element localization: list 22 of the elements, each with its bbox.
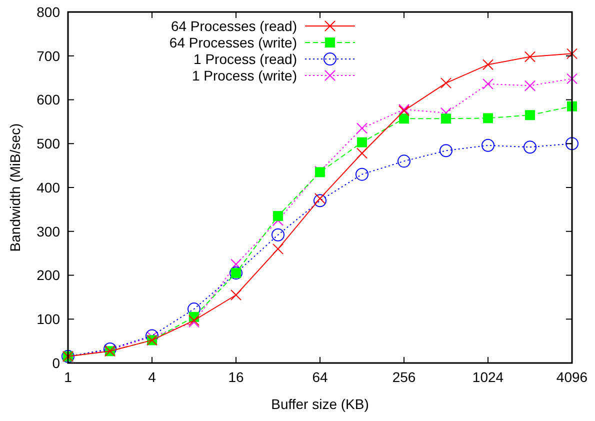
y-tick-label: 300 xyxy=(36,223,60,240)
legend-label: 64 Processes (read) xyxy=(170,18,297,34)
x-axis-title: Buffer size (KB) xyxy=(271,396,369,412)
y-tick-label: 200 xyxy=(36,267,60,284)
legend-label: 64 Processes (write) xyxy=(169,34,297,50)
x-tick-label: 64 xyxy=(312,369,328,385)
x-tick-label: 16 xyxy=(228,369,244,385)
y-tick-label: 700 xyxy=(36,48,60,64)
y-tick-label: 400 xyxy=(36,179,60,196)
legend-label: 1 Process (read) xyxy=(194,50,297,67)
y-tick-label: 100 xyxy=(36,311,60,328)
x-tick-label: 4096 xyxy=(556,369,588,385)
y-tick-label: 600 xyxy=(36,92,60,108)
y-axis-title: Bandwidth (MiB/sec) xyxy=(7,123,23,252)
x-tick-label: 256 xyxy=(392,369,416,385)
x-tick-label: 1 xyxy=(64,369,72,385)
x-tick-label: 1024 xyxy=(472,369,504,385)
legend-label: 1 Process (write) xyxy=(192,67,297,84)
y-tick-label: 500 xyxy=(36,136,60,152)
x-tick-label: 4 xyxy=(148,369,156,385)
y-tick-label: 0 xyxy=(52,354,60,371)
y-tick-label: 800 xyxy=(36,4,60,20)
